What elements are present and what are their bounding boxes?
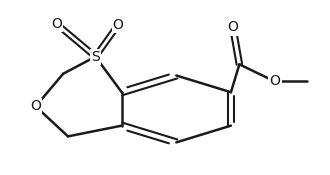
Text: O: O [227,20,238,34]
Text: O: O [51,17,62,31]
Text: O: O [113,18,123,32]
Text: O: O [270,75,280,89]
Text: S: S [91,50,100,64]
Text: O: O [30,99,41,113]
